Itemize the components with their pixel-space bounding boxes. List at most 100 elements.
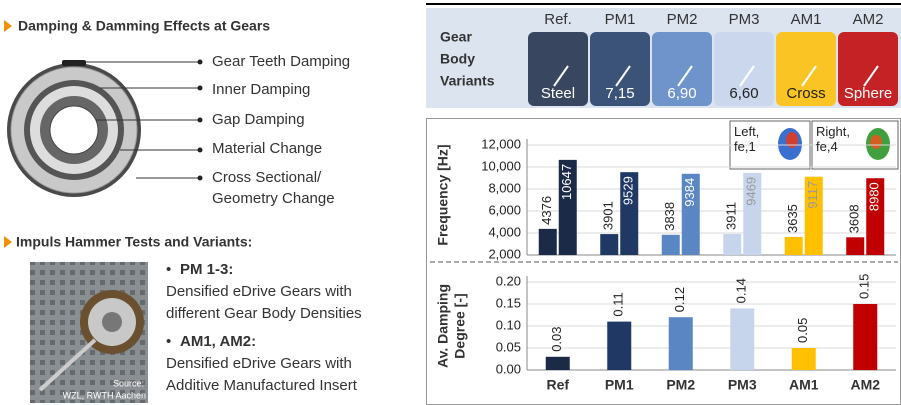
bar — [730, 308, 755, 370]
bar — [723, 233, 742, 255]
variant-label: 6,60 — [729, 85, 758, 102]
series-name: Right, fe,4 — [816, 124, 850, 154]
variants-header: Variants — [440, 73, 495, 89]
x-tick-label: AM2 — [850, 377, 880, 393]
density-pointer — [739, 65, 755, 87]
data-label: 9529 — [621, 176, 636, 205]
y-tick-label: 0.05 — [496, 339, 521, 354]
bar — [846, 237, 865, 255]
y-tick-label: 0.20 — [496, 273, 521, 288]
y-tick-label: 4,000 — [488, 224, 521, 239]
variants-header: Gear — [440, 29, 472, 45]
item-head: PM 1-3: — [180, 261, 233, 278]
y-tick-label: 6,000 — [488, 202, 521, 217]
y-axis-label: Av. Damping — [435, 284, 451, 368]
y-tick-label: 0.15 — [496, 295, 521, 310]
x-tick-label: PM3 — [728, 377, 757, 393]
photo-source: Source: — [113, 378, 144, 388]
density-pointer — [801, 65, 817, 87]
variant-label: Steel — [541, 85, 575, 102]
bar — [791, 348, 816, 370]
leader-dots — [197, 59, 203, 181]
y-tick-label: 12,000 — [481, 136, 521, 151]
bar — [538, 228, 557, 255]
y-axis-label: Frequency [Hz] — [435, 144, 451, 245]
bar — [668, 317, 693, 370]
variant-label: Cross — [786, 85, 825, 102]
bullet-dot: • — [166, 333, 171, 350]
y-axis-label: Degree [-] — [452, 293, 468, 358]
gear-thumbnail — [652, 32, 712, 106]
gear-thumbnail — [590, 32, 650, 106]
x-tick-label: PM1 — [605, 377, 634, 393]
bullet-dot: • — [166, 261, 171, 278]
data-label: 0.14 — [734, 278, 749, 303]
leader-lines — [86, 61, 200, 179]
data-label: 3608 — [847, 204, 862, 233]
series-name: Left, fe,1 — [734, 124, 760, 154]
item-line: different Gear Body Densities — [166, 305, 362, 322]
data-label: 0.15 — [857, 274, 872, 299]
effect-label: Geometry Change — [212, 190, 335, 207]
bar — [784, 237, 803, 255]
bar — [661, 234, 680, 255]
bar — [600, 234, 619, 255]
effect-label: Gap Damping — [212, 111, 305, 128]
data-label: 10647 — [559, 164, 574, 200]
data-label: 0.05 — [795, 318, 810, 343]
y-tick-label: 0.10 — [496, 317, 521, 332]
x-tick-label: Ref — [546, 377, 569, 393]
effect-label: Cross Sectional/ — [212, 169, 322, 186]
bullet-arrow — [4, 20, 12, 32]
bar — [558, 159, 577, 255]
bar — [681, 173, 700, 255]
item-line: Densified eDrive Gears with — [166, 283, 352, 300]
variant-label: 6,90 — [667, 85, 696, 102]
x-tick-label: PM2 — [666, 377, 695, 393]
effect-label: Gear Teeth Damping — [212, 53, 350, 70]
gear-thumbnail — [714, 32, 774, 106]
gear-thumbnail — [776, 32, 836, 106]
data-label: 9469 — [744, 177, 759, 206]
variant-label: Sphere — [844, 85, 892, 102]
gear-thumbnail — [838, 32, 898, 106]
effect-label: Material Change — [212, 140, 322, 157]
item-line: Additive Manufactured Insert — [166, 377, 358, 394]
y-tick-label: 2,000 — [488, 246, 521, 261]
variant-label: 7,15 — [605, 85, 634, 102]
effect-label: Inner Damping — [212, 81, 310, 98]
bar — [545, 356, 570, 370]
bar — [866, 178, 885, 255]
bar — [607, 321, 632, 370]
variant-column: PM3 — [729, 11, 760, 28]
density-pointer — [677, 65, 693, 87]
data-label: 3838 — [662, 202, 677, 231]
data-label: 3901 — [601, 201, 616, 230]
variant-column: AM2 — [853, 11, 884, 28]
bar — [620, 172, 639, 255]
item-head: AM1, AM2: — [180, 333, 256, 350]
variant-column: AM1 — [791, 11, 822, 28]
data-label: 3635 — [785, 204, 800, 233]
density-pointer — [863, 65, 879, 87]
x-tick-label: AM1 — [789, 377, 819, 393]
y-tick-label: 0.00 — [496, 361, 521, 376]
density-pointer — [615, 65, 631, 87]
variant-column: PM1 — [605, 11, 636, 28]
data-label: 3911 — [724, 202, 739, 230]
variant-column: PM2 — [667, 11, 698, 28]
y-tick-label: 10,000 — [481, 158, 521, 173]
test-photo — [30, 262, 148, 403]
bullet-arrow — [4, 236, 12, 248]
gear-thumbnail — [528, 32, 588, 106]
item-line: Densified eDrive Gears with — [166, 355, 352, 372]
density-pointer — [553, 65, 569, 87]
photo-source: WZL, RWTH Aachen — [63, 390, 146, 400]
variant-column: Ref. — [544, 11, 572, 28]
data-label: 4376 — [539, 196, 554, 225]
data-label: 0.11 — [611, 292, 626, 316]
bar — [804, 176, 823, 255]
y-tick-label: 8,000 — [488, 180, 521, 195]
